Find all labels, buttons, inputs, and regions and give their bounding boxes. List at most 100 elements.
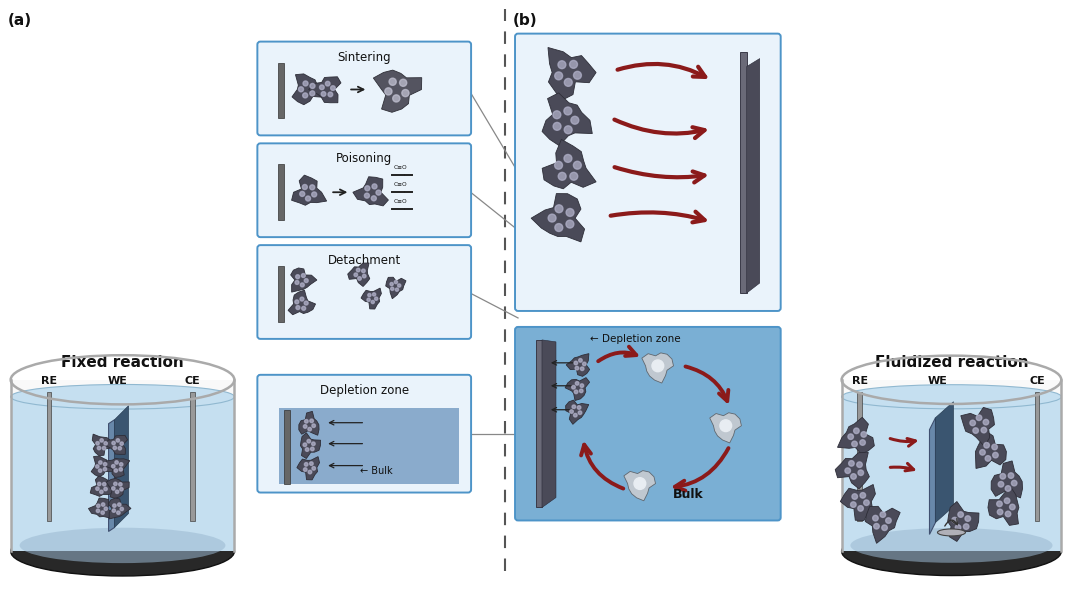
Polygon shape bbox=[947, 502, 979, 542]
Bar bbox=[278, 164, 284, 220]
Polygon shape bbox=[348, 263, 370, 287]
Circle shape bbox=[305, 463, 308, 466]
Circle shape bbox=[958, 512, 964, 517]
Polygon shape bbox=[385, 277, 406, 299]
Polygon shape bbox=[548, 47, 597, 100]
Circle shape bbox=[303, 93, 308, 98]
Polygon shape bbox=[565, 378, 589, 401]
Polygon shape bbox=[309, 77, 341, 103]
Circle shape bbox=[99, 469, 102, 473]
Polygon shape bbox=[567, 353, 590, 376]
Circle shape bbox=[102, 503, 105, 506]
Polygon shape bbox=[88, 498, 113, 518]
Circle shape bbox=[308, 427, 311, 431]
Circle shape bbox=[295, 300, 298, 304]
Ellipse shape bbox=[11, 385, 234, 409]
Circle shape bbox=[113, 446, 117, 450]
Text: CE: CE bbox=[185, 376, 201, 386]
Text: Detachment: Detachment bbox=[327, 254, 401, 267]
Text: C≡O: C≡O bbox=[393, 182, 407, 187]
Polygon shape bbox=[838, 417, 874, 454]
Circle shape bbox=[104, 507, 107, 510]
Circle shape bbox=[376, 190, 381, 195]
Ellipse shape bbox=[19, 527, 225, 563]
Polygon shape bbox=[531, 194, 585, 242]
Circle shape bbox=[997, 509, 1003, 514]
Circle shape bbox=[303, 443, 307, 447]
Circle shape bbox=[104, 487, 107, 491]
Ellipse shape bbox=[841, 385, 1061, 409]
FancyBboxPatch shape bbox=[515, 34, 781, 311]
Text: WE: WE bbox=[927, 376, 947, 386]
Circle shape bbox=[391, 287, 394, 290]
Circle shape bbox=[399, 79, 407, 86]
Circle shape bbox=[357, 277, 362, 280]
Circle shape bbox=[310, 185, 314, 190]
Circle shape bbox=[104, 442, 107, 445]
Polygon shape bbox=[300, 433, 321, 458]
Circle shape bbox=[970, 420, 975, 426]
Circle shape bbox=[325, 81, 330, 86]
Circle shape bbox=[858, 470, 864, 476]
Circle shape bbox=[997, 501, 1002, 507]
Circle shape bbox=[857, 506, 864, 511]
Circle shape bbox=[564, 107, 572, 115]
Bar bbox=[190, 392, 194, 522]
Circle shape bbox=[571, 116, 578, 124]
Polygon shape bbox=[291, 268, 317, 292]
Circle shape bbox=[564, 155, 572, 162]
Circle shape bbox=[117, 511, 120, 514]
Circle shape bbox=[95, 487, 99, 490]
Circle shape bbox=[98, 482, 101, 486]
FancyBboxPatch shape bbox=[258, 42, 471, 135]
Circle shape bbox=[308, 470, 312, 474]
Circle shape bbox=[851, 502, 856, 507]
Circle shape bbox=[583, 362, 586, 366]
Circle shape bbox=[116, 490, 119, 493]
Circle shape bbox=[1005, 486, 1011, 491]
Polygon shape bbox=[929, 418, 936, 535]
Circle shape bbox=[880, 512, 885, 517]
Polygon shape bbox=[288, 290, 315, 314]
Polygon shape bbox=[975, 430, 1006, 468]
Polygon shape bbox=[865, 506, 900, 543]
Circle shape bbox=[393, 95, 400, 102]
Polygon shape bbox=[108, 419, 115, 532]
Circle shape bbox=[574, 390, 578, 394]
Circle shape bbox=[578, 359, 583, 362]
Circle shape bbox=[303, 185, 307, 189]
Circle shape bbox=[395, 288, 398, 291]
Circle shape bbox=[548, 214, 556, 222]
Bar bbox=[284, 409, 290, 484]
Text: Bulk: Bulk bbox=[673, 487, 704, 500]
Bar bbox=[11, 396, 234, 552]
Circle shape bbox=[580, 367, 584, 371]
Circle shape bbox=[103, 467, 106, 471]
Polygon shape bbox=[840, 484, 876, 520]
Circle shape bbox=[98, 447, 101, 450]
Circle shape bbox=[328, 92, 333, 97]
Polygon shape bbox=[542, 340, 556, 507]
Text: Fixed reaction: Fixed reaction bbox=[61, 355, 183, 370]
Text: C≡O: C≡O bbox=[393, 165, 407, 170]
Circle shape bbox=[310, 462, 313, 466]
Circle shape bbox=[844, 468, 851, 473]
Circle shape bbox=[854, 428, 859, 434]
Polygon shape bbox=[106, 478, 129, 499]
Bar bbox=[841, 396, 1061, 552]
Circle shape bbox=[965, 516, 971, 522]
Circle shape bbox=[578, 411, 582, 415]
Circle shape bbox=[120, 487, 123, 491]
Circle shape bbox=[103, 463, 107, 466]
Bar bbox=[46, 392, 50, 522]
Circle shape bbox=[861, 432, 867, 437]
Circle shape bbox=[307, 440, 310, 443]
Polygon shape bbox=[90, 476, 114, 496]
Circle shape bbox=[993, 453, 998, 458]
Circle shape bbox=[372, 293, 376, 296]
FancyBboxPatch shape bbox=[258, 375, 471, 493]
Circle shape bbox=[102, 447, 106, 450]
Circle shape bbox=[856, 462, 863, 467]
Circle shape bbox=[983, 419, 988, 425]
Circle shape bbox=[312, 467, 315, 470]
